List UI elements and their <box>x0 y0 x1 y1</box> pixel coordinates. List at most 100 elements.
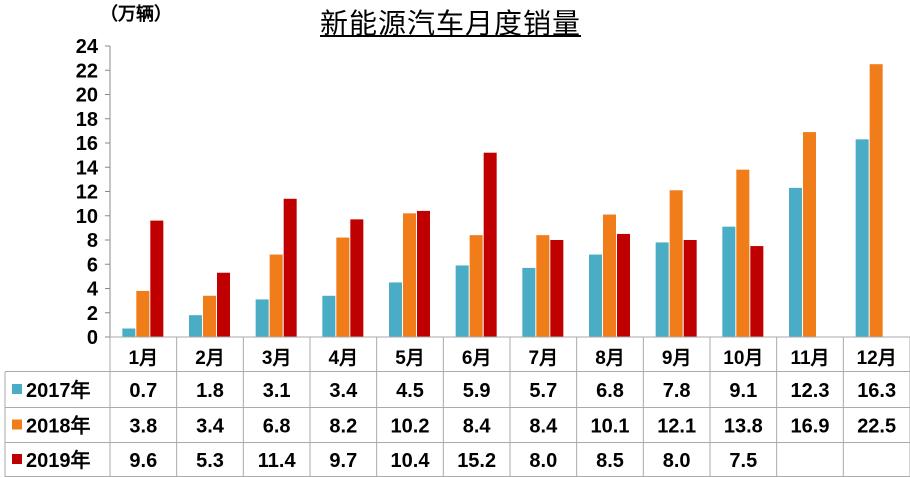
table-cell: 3.1 <box>263 380 291 402</box>
bar-2018年-7月 <box>536 235 550 337</box>
month-header: 10月 <box>723 348 763 369</box>
bar-2019年-1月 <box>150 220 164 337</box>
bar-2017年-4月 <box>322 295 336 337</box>
table-cell: 8.4 <box>529 416 558 438</box>
table-cell: 8.0 <box>529 450 557 472</box>
month-header: 4月 <box>329 348 359 369</box>
month-header: 11月 <box>790 348 829 369</box>
bar-2019年-9月 <box>683 240 697 337</box>
table-cell: 13.8 <box>724 416 763 438</box>
table-cell: 10.2 <box>391 416 430 438</box>
table-cell: 12.1 <box>657 416 696 438</box>
bar-2018年-1月 <box>136 290 150 337</box>
bar-2019年-8月 <box>617 233 630 337</box>
bar-2018年-4月 <box>336 237 350 337</box>
y-tick-label: 20 <box>76 85 98 107</box>
y-tick-label: 10 <box>76 206 98 228</box>
legend-swatch-2019年 <box>12 454 22 464</box>
bar-2017年-7月 <box>522 267 536 337</box>
table-cell: 15.2 <box>457 450 496 472</box>
bar-2017年-1月 <box>122 328 136 337</box>
bar-2019年-2月 <box>217 272 230 337</box>
table-cell: 11.4 <box>258 450 297 472</box>
bar-2018年-9月 <box>669 190 683 337</box>
table-cell: 8.4 <box>463 416 492 438</box>
bar-2017年-5月 <box>389 282 402 337</box>
table-cell: 16.9 <box>791 416 830 438</box>
table-cell: 1.8 <box>196 380 224 402</box>
legend-label: 2017年 <box>26 378 91 402</box>
y-tick-label: 4 <box>87 279 99 301</box>
table-cell: 8.5 <box>596 450 624 472</box>
table-cell: 6.8 <box>596 380 624 402</box>
month-header: 12月 <box>857 348 897 369</box>
bar-2018年-2月 <box>203 295 216 337</box>
bar-2017年-9月 <box>655 242 669 337</box>
table-cell: 9.6 <box>129 450 157 472</box>
month-header: 6月 <box>462 348 492 369</box>
table-cell: 7.5 <box>729 450 757 472</box>
table-cell: 0.7 <box>129 380 157 402</box>
bar-2019年-5月 <box>417 210 430 337</box>
legend-swatch-2017年 <box>12 384 22 394</box>
bar-2019年-3月 <box>283 198 297 337</box>
table-cell: 5.3 <box>196 450 224 472</box>
table-cell: 9.1 <box>729 380 757 402</box>
y-tick-label: 8 <box>87 230 98 252</box>
bar-2018年-3月 <box>269 254 283 337</box>
bar-2017年-8月 <box>589 254 602 337</box>
bar-2019年-4月 <box>350 219 364 337</box>
y-tick-label: 2 <box>87 303 98 325</box>
chart-title: 新能源汽车月度销量 <box>320 7 582 40</box>
y-tick-label: 16 <box>76 133 98 155</box>
month-header: 8月 <box>595 348 625 369</box>
table-cell: 16.3 <box>857 380 896 402</box>
table-cell: 3.4 <box>196 416 225 438</box>
bar-2018年-6月 <box>469 235 483 337</box>
table-cell: 22.5 <box>857 416 896 438</box>
table-cell: 9.7 <box>329 450 357 472</box>
legend-label: 2018年 <box>26 414 91 438</box>
month-header: 7月 <box>529 348 559 369</box>
month-header: 5月 <box>395 348 425 369</box>
y-tick-label: 12 <box>76 182 98 204</box>
bar-2017年-6月 <box>455 265 469 337</box>
y-tick-label: 0 <box>87 327 98 349</box>
bar-2019年-6月 <box>483 152 497 337</box>
table-cell: 7.8 <box>663 380 691 402</box>
table-cell: 12.3 <box>791 380 830 402</box>
y-tick-label: 6 <box>87 254 98 276</box>
table-cell: 10.4 <box>391 450 431 472</box>
table-cell: 5.9 <box>463 380 491 402</box>
month-header: 2月 <box>195 348 225 369</box>
table-cell: 10.1 <box>591 416 630 438</box>
month-header: 1月 <box>129 348 159 369</box>
bar-2018年-5月 <box>403 213 416 337</box>
bar-2018年-12月 <box>869 64 883 337</box>
table-cell: 5.7 <box>529 380 557 402</box>
table-cell: 3.8 <box>129 416 157 438</box>
bar-2018年-11月 <box>803 132 816 337</box>
table-cell: 4.5 <box>396 380 424 402</box>
y-tick-label: 22 <box>76 60 98 82</box>
bar-2017年-2月 <box>189 315 202 337</box>
legend-label: 2019年 <box>26 448 91 472</box>
table-cell: 8.2 <box>329 416 357 438</box>
table-cell: 3.4 <box>329 380 358 402</box>
y-tick-label: 24 <box>76 36 99 58</box>
bar-2019年-7月 <box>550 240 564 337</box>
table-cell: 8.0 <box>663 450 691 472</box>
bar-2017年-10月 <box>722 226 736 337</box>
bar-2017年-3月 <box>255 299 269 337</box>
y-tick-label: 18 <box>76 109 98 131</box>
y-axis-unit-label: （万辆） <box>100 4 172 25</box>
legend-swatch-2018年 <box>12 419 22 430</box>
table-cell: 6.8 <box>263 416 291 438</box>
bar-2017年-12月 <box>855 139 869 337</box>
y-tick-label: 14 <box>76 157 99 179</box>
bar-2019年-10月 <box>750 246 764 337</box>
month-header: 3月 <box>262 348 292 369</box>
bar-2017年-11月 <box>789 187 802 337</box>
month-header: 9月 <box>662 348 692 369</box>
